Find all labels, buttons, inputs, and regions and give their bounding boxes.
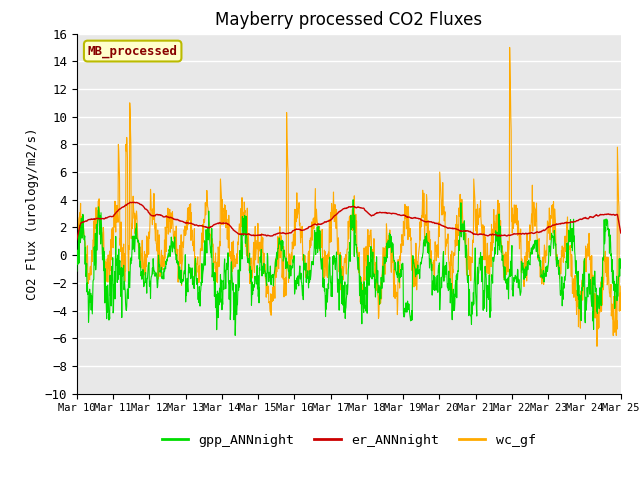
Y-axis label: CO2 Flux (urology/m2/s): CO2 Flux (urology/m2/s) [26,127,39,300]
Legend: gpp_ANNnight, er_ANNnight, wc_gf: gpp_ANNnight, er_ANNnight, wc_gf [156,428,541,452]
Title: Mayberry processed CO2 Fluxes: Mayberry processed CO2 Fluxes [215,11,483,29]
Text: MB_processed: MB_processed [88,44,178,58]
